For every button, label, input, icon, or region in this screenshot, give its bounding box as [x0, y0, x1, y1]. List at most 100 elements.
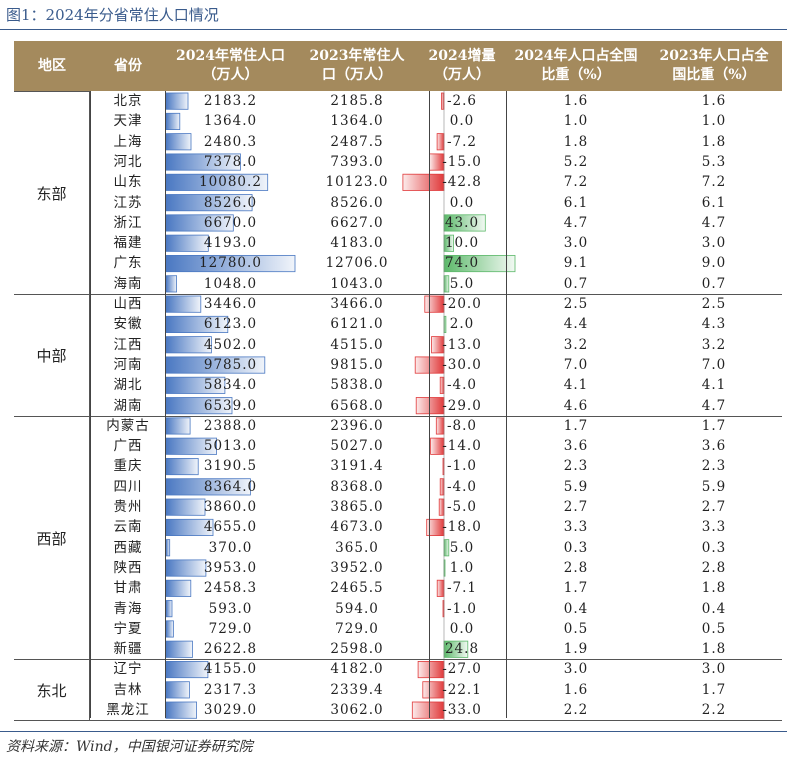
- change-cell-text: -7.2: [446, 133, 478, 150]
- share2023-cell: 3.0: [646, 659, 782, 679]
- pop2024-cell: 6539.0: [165, 396, 296, 416]
- share2024-cell: 1.7: [506, 578, 646, 598]
- share2023-cell-text: 2.5: [701, 296, 727, 312]
- pop2024-bar: [165, 275, 178, 293]
- share2023-cell: 3.0: [646, 233, 782, 253]
- pop2024-cell-text: 5834.0: [203, 377, 258, 394]
- divider-change: [429, 91, 430, 718]
- province-cell: 江苏: [91, 193, 165, 213]
- pop2024-cell-text: 2317.3: [203, 681, 258, 698]
- share2023-cell: 7.2: [646, 172, 782, 192]
- share2024-cell-text: 3.2: [563, 336, 589, 353]
- pop2023-cell-text: 1043.0: [330, 275, 384, 292]
- share2023-cell-text: 0.5: [701, 620, 727, 637]
- change-cell: -13.0: [418, 335, 506, 355]
- province-cell: 北京: [91, 91, 165, 111]
- pop2023-cell: 6121.0: [296, 314, 418, 334]
- share2023-cell: 0.3: [646, 538, 782, 558]
- province-cell-text: 天津: [113, 113, 143, 130]
- pop2023-cell-text: 8368.0: [330, 478, 384, 495]
- share2023-cell-text: 1.7: [701, 417, 727, 434]
- pop2024-cell: 593.0: [165, 599, 296, 619]
- pop2024-cell: 4655.0: [165, 517, 296, 537]
- pop2023-cell-text: 8526.0: [330, 194, 384, 211]
- province-cell-text: 海南: [113, 275, 143, 292]
- change-cell-text: 24.8: [444, 641, 480, 658]
- share2024-cell-text: 2.7: [563, 499, 589, 515]
- share2023-cell: 1.7: [646, 416, 782, 436]
- pop2024-bar: [165, 620, 174, 638]
- share2023-cell-text: 1.8: [701, 641, 727, 658]
- share2024-cell-text: 1.9: [563, 641, 589, 658]
- share2023-cell: 1.8: [646, 132, 782, 152]
- province-cell: 四川: [91, 477, 165, 497]
- change-cell-text: -14.0: [442, 438, 482, 455]
- pop2024-cell-text: 6539.0: [203, 397, 258, 414]
- pop2024-bar: [165, 112, 181, 130]
- table-row: 湖北 5834.0 5838.0 -4.0 4.1 4.1: [14, 375, 782, 395]
- share2023-cell-text: 4.1: [701, 377, 727, 394]
- pop2024-bar: [165, 518, 214, 536]
- share2023-cell-text: 1.0: [701, 113, 727, 130]
- pop2024-bar: [165, 437, 217, 455]
- pop2024-bar: [165, 559, 207, 577]
- pop2024-cell-text: 2458.3: [203, 580, 258, 597]
- pop2024-cell: 3446.0: [165, 294, 296, 314]
- share2024-cell: 4.4: [506, 314, 646, 334]
- share2023-cell-text: 0.7: [701, 275, 727, 292]
- share2024-cell: 2.7: [506, 497, 646, 517]
- province-cell-text: 辽宁: [113, 661, 143, 678]
- share2024-cell: 1.6: [506, 91, 646, 111]
- table-row: 天津 1364.0 1364.0 0.0 1.0 1.0: [14, 111, 782, 131]
- pop2023-cell: 5838.0: [296, 375, 418, 395]
- change-cell: -1.0: [418, 599, 506, 619]
- share2024-cell-text: 0.4: [563, 600, 589, 617]
- share2024-cell-text: 4.4: [563, 316, 589, 333]
- pop2023-cell: 2487.5: [296, 132, 418, 152]
- share2023-cell-text: 3.3: [701, 519, 727, 536]
- pop2023-cell-text: 9815.0: [330, 356, 384, 373]
- change-cell-text: 74.0: [444, 255, 480, 272]
- change-cell: -22.1: [418, 680, 506, 700]
- region-separator: [14, 415, 782, 417]
- pop2023-cell: 4182.0: [296, 659, 418, 679]
- share2024-cell: 1.9: [506, 639, 646, 659]
- share2023-cell: 9.0: [646, 253, 782, 273]
- header-change2024: 2024增量 （万人）: [428, 48, 496, 83]
- share2023-cell-text: 6.1: [701, 194, 727, 211]
- table-row: 辽宁 4155.0 4182.0 -27.0 3.0 3.0: [14, 659, 782, 679]
- share2024-cell: 1.8: [506, 132, 646, 152]
- share2024-cell-text: 2.8: [563, 559, 589, 576]
- change-cell-text: -29.0: [442, 397, 482, 414]
- share2024-cell: 2.2: [506, 700, 646, 720]
- pop2024-cell-text: 729.0: [208, 620, 253, 637]
- share2023-cell-text: 5.3: [701, 153, 727, 170]
- pop2024-cell: 10080.2: [165, 172, 296, 192]
- province-cell-text: 黑龙江: [106, 702, 150, 718]
- province-cell-text: 江西: [113, 336, 143, 353]
- share2024-cell-text: 3.0: [563, 661, 589, 678]
- pop2024-cell-text: 3860.0: [203, 499, 258, 515]
- share2024-cell-text: 3.0: [563, 235, 589, 252]
- change-cell-text: -27.0: [442, 661, 482, 678]
- pop2024-cell-text: 9785.0: [203, 356, 258, 373]
- province-cell-text: 浙江: [113, 214, 143, 231]
- table-row: 青海 593.0 594.0 -1.0 0.4 0.4: [14, 599, 782, 619]
- share2023-cell-text: 2.8: [701, 559, 727, 576]
- share2023-cell: 1.8: [646, 578, 782, 598]
- share2024-cell-text: 0.7: [563, 275, 589, 292]
- pop2024-cell: 729.0: [165, 619, 296, 639]
- change-cell-text: -4.0: [446, 377, 478, 394]
- pop2024-cell: 2622.8: [165, 639, 296, 659]
- share2023-cell-text: 2.7: [701, 499, 727, 515]
- change-cell: 2.0: [418, 314, 506, 334]
- pop2023-cell: 729.0: [296, 619, 418, 639]
- province-cell-text: 宁夏: [113, 620, 143, 637]
- pop2023-cell: 10123.0: [296, 172, 418, 192]
- pop2023-cell: 2465.5: [296, 578, 418, 598]
- pop2024-bar: [165, 579, 192, 597]
- pop2024-cell: 2317.3: [165, 680, 296, 700]
- share2023-cell-text: 0.3: [701, 539, 727, 556]
- province-cell: 广西: [91, 436, 165, 456]
- province-cell-text: 贵州: [113, 499, 143, 515]
